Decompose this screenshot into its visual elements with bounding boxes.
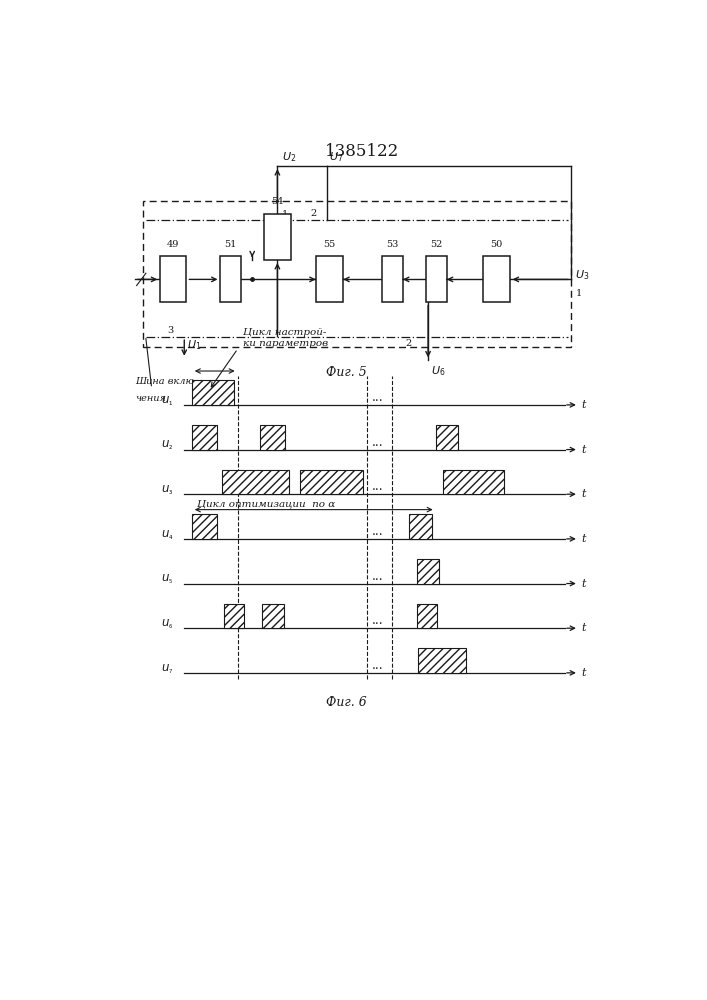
Text: $u_{₄}$: $u_{₄}$ [160,529,173,542]
Text: t: t [582,400,586,410]
Bar [382,256,403,302]
Text: чения: чения [135,394,166,403]
Text: $u_{₃}$: $u_{₃}$ [161,484,173,497]
Text: Цикл настрой-
ки параметров: Цикл настрой- ки параметров [243,328,329,348]
Text: $u_{₆}$: $u_{₆}$ [161,618,173,631]
Bar [426,256,447,302]
Text: 49: 49 [167,240,180,249]
Text: ...: ... [372,480,383,493]
Text: ...: ... [372,525,383,538]
Text: 3: 3 [168,326,174,335]
Text: Фиг. 6: Фиг. 6 [325,696,366,709]
Bar [436,425,458,450]
Text: ...: ... [372,391,383,404]
Text: Цикл оптимизации  по α: Цикл оптимизации по α [197,499,336,508]
Text: t: t [582,489,586,499]
Text: ...: ... [372,570,383,583]
Text: $u_{₁}$: $u_{₁}$ [161,395,173,408]
Bar [300,470,363,494]
Text: $u_{₅}$: $u_{₅}$ [161,573,173,586]
Text: ...: ... [372,659,383,672]
Text: t: t [582,623,586,633]
Text: 2: 2 [310,209,317,218]
Bar [260,425,285,450]
Bar [262,604,284,628]
Bar [264,214,291,260]
Text: 53: 53 [386,240,399,249]
Bar [192,380,234,405]
Text: $U_6$: $U_6$ [431,364,445,378]
Bar [416,559,438,584]
Text: $U_2$: $U_2$ [282,150,296,164]
Text: 1: 1 [282,210,288,219]
Bar [419,648,466,673]
Text: t: t [582,445,586,455]
Text: 1: 1 [576,289,583,298]
Text: 50: 50 [491,240,503,249]
Bar [416,604,438,628]
Text: $u_{₂}$: $u_{₂}$ [161,439,173,452]
Bar [316,256,343,302]
Bar [222,470,289,494]
Bar [144,201,571,347]
Text: 54: 54 [271,197,284,206]
Bar [443,470,504,494]
Bar [484,256,510,302]
Text: 51: 51 [225,240,237,249]
Text: Шина вклю-: Шина вклю- [135,377,197,386]
Text: ...: ... [372,436,383,449]
Bar [160,256,187,302]
Text: $U_1$: $U_1$ [187,338,201,352]
Text: 52: 52 [430,240,443,249]
Text: $u_{₇}$: $u_{₇}$ [161,663,173,676]
Bar [409,514,432,539]
Text: ...: ... [372,614,383,627]
Text: 55: 55 [323,240,336,249]
Text: 2: 2 [406,339,412,348]
Bar [224,604,245,628]
Bar [221,256,241,302]
Text: Фиг. 5: Фиг. 5 [325,366,366,379]
Text: t: t [582,668,586,678]
Bar [192,514,216,539]
Text: $U_3$: $U_3$ [575,269,590,282]
Text: t: t [582,579,586,589]
Text: t: t [582,534,586,544]
Text: 1385122: 1385122 [325,143,399,160]
Text: $U_7$: $U_7$ [329,150,344,164]
Bar [192,425,216,450]
